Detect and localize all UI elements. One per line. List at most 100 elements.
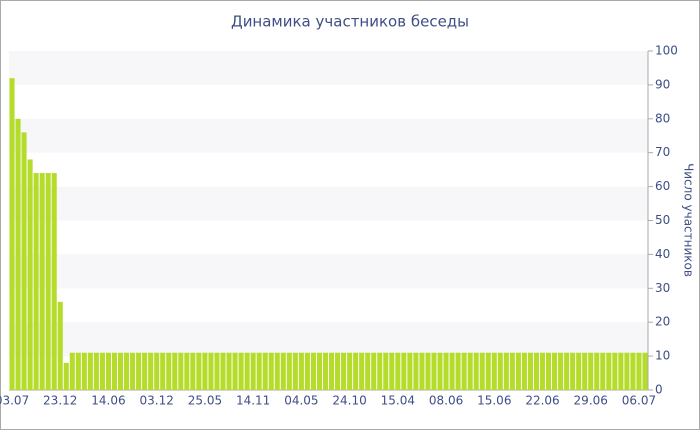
bar — [15, 118, 21, 391]
bar — [485, 352, 491, 390]
bar — [503, 352, 509, 390]
bar — [335, 352, 341, 390]
bar — [208, 352, 214, 390]
bar — [45, 173, 51, 390]
bar — [497, 352, 503, 390]
bar — [322, 352, 329, 390]
bar — [618, 352, 624, 390]
bar — [642, 352, 648, 390]
x-tick-label: 04.05 — [284, 394, 318, 408]
grid-band — [9, 51, 648, 85]
bar — [142, 352, 148, 390]
bar — [87, 352, 93, 390]
bar — [69, 352, 75, 390]
y-tick-label: 70 — [655, 145, 670, 159]
bar — [33, 173, 39, 390]
grid-band — [9, 118, 648, 153]
y-tick-label: 10 — [655, 349, 670, 363]
bar — [238, 352, 244, 390]
bar — [576, 352, 582, 390]
y-tick-label: 50 — [655, 213, 670, 227]
bar — [443, 352, 449, 390]
y-tick-label: 40 — [655, 247, 670, 261]
bar — [202, 352, 208, 390]
bar — [461, 352, 467, 390]
bar — [99, 352, 105, 390]
bar — [39, 173, 45, 390]
bar — [479, 352, 485, 390]
bar — [21, 132, 27, 391]
x-tick-label: 14.06 — [91, 394, 125, 408]
x-tick-label: 08.06 — [429, 394, 463, 408]
x-tick-label: 03.07 — [0, 394, 29, 408]
bar — [455, 352, 461, 390]
bar — [27, 159, 33, 390]
bar — [304, 352, 310, 390]
bar — [425, 352, 431, 390]
bar — [81, 352, 87, 390]
bar — [310, 352, 316, 390]
bar — [178, 352, 184, 390]
bar — [292, 352, 298, 390]
bar — [63, 362, 69, 390]
bar — [196, 352, 202, 390]
x-tick-label: 22.06 — [525, 394, 559, 408]
bar — [274, 352, 280, 390]
bar — [437, 352, 443, 390]
bar — [564, 352, 570, 390]
bar — [298, 352, 304, 390]
bar — [268, 352, 274, 390]
bar — [558, 352, 564, 390]
bar — [612, 352, 618, 390]
grid-band — [9, 322, 648, 357]
bar — [148, 352, 154, 390]
bar — [262, 352, 268, 390]
x-tick-label: 29.06 — [574, 394, 608, 408]
bar — [377, 352, 383, 390]
bar — [552, 352, 558, 390]
bar — [117, 352, 124, 390]
bar — [401, 352, 407, 390]
bar — [93, 352, 99, 390]
bar — [226, 352, 232, 390]
bar — [172, 352, 178, 390]
bar — [160, 352, 166, 390]
y-tick-label: 90 — [655, 77, 670, 91]
bar — [166, 352, 172, 390]
bar — [509, 352, 515, 390]
bar — [316, 352, 322, 390]
y-tick-label: 100 — [655, 44, 678, 58]
bar — [214, 352, 220, 390]
bar — [521, 352, 527, 390]
bar — [190, 352, 196, 390]
bar — [624, 352, 630, 390]
bar — [407, 352, 413, 390]
bar — [359, 352, 365, 390]
bar — [51, 173, 57, 390]
chart-title: Динамика участников беседы — [231, 13, 469, 31]
bar — [244, 352, 250, 390]
bar — [395, 352, 401, 390]
bar — [371, 352, 377, 390]
x-tick-label: 03.12 — [140, 394, 174, 408]
x-tick-label: 15.06 — [477, 394, 511, 408]
bar — [413, 352, 419, 390]
x-tick-label: 23.12 — [43, 394, 77, 408]
bar — [383, 352, 389, 390]
y-tick-label: 0 — [655, 383, 663, 397]
bar — [431, 352, 437, 390]
bar — [419, 352, 425, 390]
x-tick-label: 14.11 — [236, 394, 270, 408]
bar — [136, 352, 142, 390]
bar — [111, 352, 118, 390]
bar — [491, 352, 497, 390]
x-tick-label: 25.05 — [188, 394, 222, 408]
bar — [124, 352, 130, 390]
y-axis-label: Число участников — [682, 163, 696, 277]
x-tick-label: 15.04 — [381, 394, 415, 408]
bar — [75, 352, 81, 390]
bar — [389, 352, 395, 390]
bar — [184, 352, 190, 390]
bar — [286, 352, 292, 390]
